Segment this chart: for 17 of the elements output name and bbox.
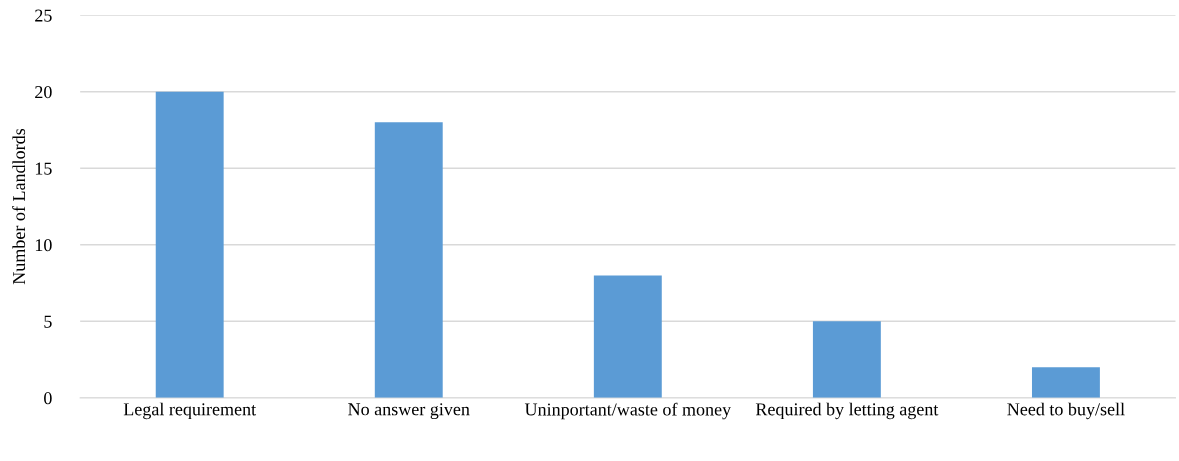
y-tick-label: 10 — [35, 239, 52, 252]
y-tick-label: 20 — [35, 86, 52, 99]
y-tick-label: 25 — [35, 9, 52, 22]
y-tick-label: 15 — [35, 162, 52, 175]
x-tick-label: Required by letting agent — [755, 402, 939, 420]
x-tick-label: Uninportant/waste of money — [524, 402, 732, 420]
bar — [593, 275, 662, 398]
y-tick-label: 0 — [44, 392, 52, 405]
bar — [155, 91, 224, 398]
x-tick-label: Need to buy/sell — [1007, 402, 1125, 420]
x-tick-label: No answer given — [348, 403, 470, 420]
x-tick-label: Legal requirement — [123, 402, 257, 420]
bar — [374, 122, 443, 398]
bar — [812, 321, 881, 398]
bar — [1031, 367, 1100, 398]
y-axis-title: Number of Landlords — [12, 128, 26, 285]
y-tick-label: 5 — [44, 315, 52, 328]
